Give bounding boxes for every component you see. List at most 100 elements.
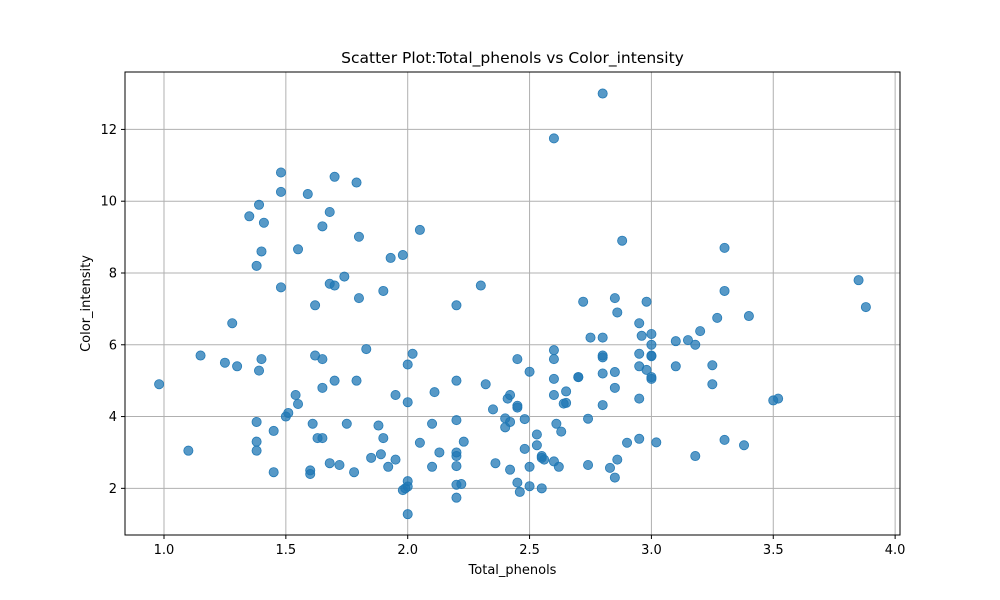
data-point <box>317 221 328 232</box>
data-point <box>390 390 401 401</box>
data-point <box>219 357 230 368</box>
data-point <box>456 479 467 490</box>
data-point <box>773 393 784 404</box>
plot-area <box>125 72 900 535</box>
data-point <box>254 365 265 376</box>
data-point <box>251 445 262 456</box>
data-point <box>612 454 623 465</box>
data-point <box>646 329 657 340</box>
data-point <box>254 199 265 210</box>
data-point <box>329 280 340 291</box>
data-point <box>458 436 469 447</box>
data-point <box>548 373 559 384</box>
data-point <box>505 464 516 475</box>
data-point <box>434 447 445 458</box>
data-point <box>480 379 491 390</box>
data-point <box>695 326 706 337</box>
data-point <box>634 393 645 404</box>
data-point <box>597 368 608 379</box>
data-point <box>597 352 608 363</box>
data-point <box>317 354 328 365</box>
data-point <box>519 414 530 425</box>
data-point <box>636 330 647 341</box>
data-point <box>519 443 530 454</box>
data-point <box>307 418 318 429</box>
data-point <box>427 418 438 429</box>
data-point <box>361 344 372 355</box>
data-point <box>183 445 194 456</box>
data-point <box>275 282 286 293</box>
data-point <box>305 468 316 479</box>
data-point <box>707 379 718 390</box>
plot-frame <box>124 71 901 536</box>
data-point <box>378 433 389 444</box>
data-point <box>524 461 535 472</box>
data-point <box>551 418 562 429</box>
data-point <box>353 231 364 242</box>
data-point <box>646 339 657 350</box>
data-point <box>597 88 608 99</box>
data-point <box>317 382 328 393</box>
data-point <box>646 351 657 362</box>
data-point <box>548 345 559 356</box>
x-tick-label: 2.0 <box>397 543 418 558</box>
data-point <box>561 386 572 397</box>
x-tick-label: 4.0 <box>885 543 906 558</box>
data-point <box>290 390 301 401</box>
data-point <box>505 390 516 401</box>
data-point <box>402 509 413 520</box>
data-point <box>227 318 238 329</box>
data-point <box>451 492 462 503</box>
data-point <box>719 434 730 445</box>
data-point <box>383 461 394 472</box>
data-point <box>475 280 486 291</box>
data-point <box>378 285 389 296</box>
data-point <box>670 361 681 372</box>
data-point <box>712 312 723 323</box>
data-point <box>585 332 596 343</box>
data-point <box>690 451 701 462</box>
y-tick-label: 4 <box>109 410 117 425</box>
data-point <box>622 437 633 448</box>
axis-ticks: 1.0 1.5 2.0 2.5 3.0 3.5 4.0 2 4 6 8 10 12 <box>100 123 905 558</box>
data-point <box>154 379 165 390</box>
data-point <box>512 477 523 488</box>
data-point <box>604 462 615 473</box>
data-point <box>634 318 645 329</box>
data-point <box>548 354 559 365</box>
chart-title: Scatter Plot:Total_phenols vs Color_inte… <box>341 49 684 68</box>
data-point <box>641 364 652 375</box>
data-point <box>244 211 255 222</box>
data-point <box>707 360 718 371</box>
data-point <box>451 461 462 472</box>
data-point <box>334 460 345 471</box>
data-point <box>719 242 730 253</box>
data-point <box>302 189 313 200</box>
y-axis-label: Color_intensity <box>79 255 94 352</box>
data-point <box>251 416 262 427</box>
data-point <box>490 458 501 469</box>
data-point <box>366 452 377 463</box>
data-point <box>329 375 340 386</box>
data-point <box>553 461 564 472</box>
x-tick-label: 3.0 <box>641 543 662 558</box>
data-point <box>617 235 628 246</box>
data-point <box>651 437 662 448</box>
x-tick-label: 1.5 <box>276 543 297 558</box>
y-tick-label: 2 <box>109 482 117 497</box>
data-point <box>556 426 567 437</box>
data-point <box>505 416 516 427</box>
x-axis-label: Total_phenols <box>468 563 557 578</box>
data-point <box>646 373 657 384</box>
data-point <box>690 339 701 350</box>
data-point <box>324 458 335 469</box>
data-point <box>539 454 550 465</box>
data-point <box>634 433 645 444</box>
data-point <box>609 472 620 483</box>
data-point <box>351 177 362 188</box>
data-point <box>402 481 413 492</box>
data-point <box>739 440 750 451</box>
data-point <box>414 224 425 235</box>
data-point <box>597 332 608 343</box>
data-point <box>524 366 535 377</box>
